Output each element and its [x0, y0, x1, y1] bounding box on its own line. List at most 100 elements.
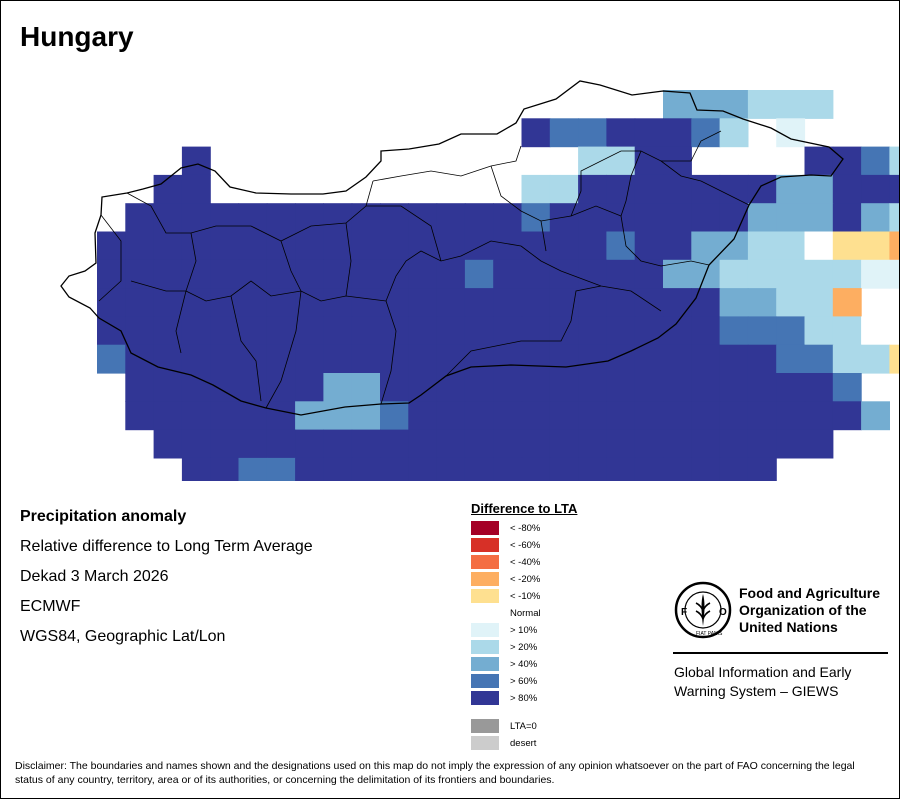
anomaly-cell: [210, 316, 240, 346]
anomaly-cell: [691, 344, 721, 374]
anomaly-cell: [549, 373, 579, 402]
anomaly-cell: [464, 288, 494, 317]
anomaly-cell: [719, 429, 749, 459]
anomaly-cell: [889, 146, 899, 176]
anomaly-cell: [776, 344, 806, 374]
anomaly-cell: [719, 118, 749, 148]
anomaly-cell: [634, 401, 664, 431]
anomaly-cell: [634, 429, 664, 459]
anomaly-cell: [691, 118, 721, 148]
fao-logo-f: F: [681, 607, 687, 618]
legend-label: > 80%: [510, 692, 538, 704]
anomaly-cell: [380, 231, 409, 261]
anomaly-cell: [776, 259, 806, 289]
anomaly-cell: [691, 90, 721, 119]
anomaly-cell: [436, 429, 466, 459]
anomaly-cell: [464, 316, 494, 346]
anomaly-cell: [153, 316, 183, 346]
anomaly-cell: [238, 401, 268, 431]
anomaly-cell: [408, 457, 438, 481]
anomaly-cell: [634, 259, 664, 289]
anomaly-cell: [464, 429, 494, 459]
legend-item: desert: [471, 736, 536, 750]
anomaly-cell: [634, 203, 664, 233]
legend-swatch: [471, 719, 499, 733]
anomaly-cell: [323, 344, 353, 374]
legend-swatch: [471, 691, 499, 705]
anomaly-cell: [691, 457, 721, 481]
fao-logo-icon: F O FIAT PANIS: [674, 581, 732, 639]
anomaly-cell: [663, 259, 692, 289]
anomaly-cell: [804, 344, 834, 374]
anomaly-cell: [776, 429, 806, 459]
legend-swatch: [471, 657, 499, 671]
anomaly-cell: [464, 457, 494, 481]
legend-swatch: [471, 538, 499, 552]
anomaly-cell: [832, 373, 862, 402]
anomaly-cell: [380, 401, 409, 431]
anomaly-cell: [776, 203, 806, 233]
anomaly-cell: [323, 288, 353, 317]
anomaly-cell: [861, 174, 890, 204]
legend-normal-label: Normal: [510, 608, 541, 619]
anomaly-cell: [408, 401, 438, 431]
map-projection: WGS84, Geographic Lat/Lon: [20, 628, 226, 645]
anomaly-cell: [832, 288, 862, 317]
anomaly-cell: [181, 174, 211, 204]
anomaly-cell: [125, 259, 155, 289]
anomaly-cell: [210, 259, 240, 289]
anomaly-cell: [578, 231, 607, 261]
anomaly-cell: [351, 344, 381, 374]
anomaly-cell: [436, 457, 466, 481]
anomaly-cell: [549, 344, 579, 374]
anomaly-cell: [238, 373, 268, 402]
anomaly-cell: [351, 203, 381, 233]
anomaly-cell: [747, 90, 777, 119]
anomaly-cell: [719, 203, 749, 233]
anomaly-cell: [832, 203, 862, 233]
legend-swatch: [471, 674, 499, 688]
anomaly-cell: [719, 231, 749, 261]
anomaly-cell: [889, 231, 899, 261]
anomaly-cell: [97, 288, 126, 317]
legend-item: < -20%: [471, 572, 540, 586]
legend-label: > 60%: [510, 675, 538, 687]
anomaly-cell: [663, 401, 692, 431]
anomaly-cell: [776, 373, 806, 402]
anomaly-cell: [238, 429, 268, 459]
anomaly-cell: [210, 231, 240, 261]
anomaly-cell: [238, 231, 268, 261]
anomaly-cell: [521, 429, 551, 459]
anomaly-cell: [606, 203, 636, 233]
anomaly-cell: [747, 344, 777, 374]
anomaly-cell: [691, 401, 721, 431]
anomaly-cell: [719, 174, 749, 204]
map-source: ECMWF: [20, 598, 81, 615]
anomaly-cell: [634, 316, 664, 346]
anomaly-cell: [181, 429, 211, 459]
anomaly-cell: [436, 288, 466, 317]
anomaly-cell: [549, 401, 579, 431]
legend-label: < -10%: [510, 590, 541, 602]
anomaly-cell: [493, 344, 523, 374]
anomaly-cell: [578, 457, 607, 481]
anomaly-cell: [521, 373, 551, 402]
anomaly-cell: [380, 373, 409, 402]
anomaly-cell: [861, 259, 890, 289]
anomaly-cell: [663, 174, 692, 204]
legend-item: LTA=0: [471, 719, 537, 733]
anomaly-cell: [436, 203, 466, 233]
anomaly-cell: [408, 259, 438, 289]
legend-label: < -40%: [510, 556, 541, 568]
anomaly-cell: [210, 203, 240, 233]
anomaly-cell: [776, 174, 806, 204]
anomaly-cell: [663, 203, 692, 233]
legend-label: LTA=0: [510, 720, 537, 732]
anomaly-cell: [380, 203, 409, 233]
anomaly-cell: [351, 259, 381, 289]
county-borders: [98, 130, 750, 409]
anomaly-cell: [238, 203, 268, 233]
anomaly-cell: [832, 259, 862, 289]
anomaly-cell: [408, 344, 438, 374]
anomaly-cell: [663, 288, 692, 317]
